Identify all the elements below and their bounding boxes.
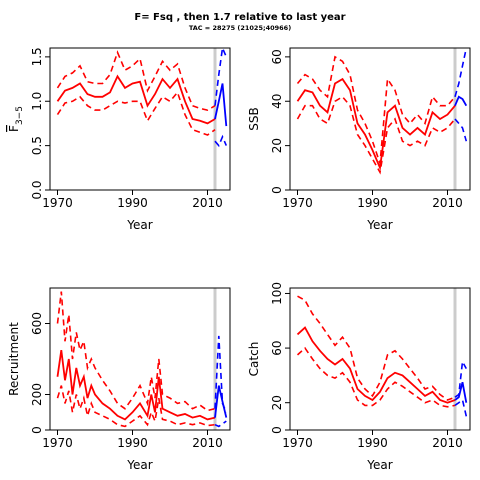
y-tick-label: 60	[270, 340, 284, 355]
y-tick-label: 600	[30, 312, 44, 335]
x-tick-label: 1970	[282, 196, 313, 210]
y-tick-label: 60	[270, 49, 284, 64]
y-axis-label: F3−5	[7, 106, 25, 132]
forecast-lower-line	[454, 118, 468, 142]
y-tick-label: 0	[30, 426, 44, 434]
forecast-lower-line	[454, 398, 468, 417]
x-tick-label: 1990	[357, 196, 388, 210]
x-tick-label: 1990	[117, 436, 148, 450]
y-tick-label: 0	[270, 186, 284, 194]
upper-line	[297, 295, 456, 401]
x-axis-label: Year	[126, 218, 152, 232]
y-tick-label: 0	[270, 426, 284, 434]
plot-frame	[289, 47, 471, 191]
forecast-upper-line	[454, 48, 468, 98]
series-group	[56, 291, 228, 428]
estimate-line	[56, 74, 216, 125]
y-axis-label: SSB	[247, 107, 261, 130]
x-tick-label: 1990	[357, 436, 388, 450]
y-axis-label: Catch	[247, 342, 261, 377]
x-tick-label: 1970	[282, 436, 313, 450]
forecast-lower-line	[214, 420, 227, 428]
lower-line	[296, 346, 456, 408]
upper-line	[56, 291, 216, 412]
plot-frame	[49, 287, 231, 431]
forecast-upper-line	[214, 335, 228, 413]
plot-frame	[289, 287, 471, 431]
forecast-line	[454, 95, 468, 107]
ssb-panel: 1970 1990 2010 Year 0 20 40 60 SSB	[247, 47, 471, 232]
y-tick-label: 0.0	[30, 180, 44, 199]
forecast-upper-line	[454, 359, 468, 398]
y-tick-label: 1.0	[30, 92, 44, 111]
estimate-line	[56, 349, 216, 421]
y-tick-label: 40	[270, 94, 284, 109]
x-tick-label: 2010	[192, 196, 223, 210]
forecast-line	[454, 381, 468, 403]
forecast-line	[214, 83, 228, 127]
estimate-line	[296, 77, 456, 172]
f-bar-panel: 1970 1990 2010 Year 0.0 0.5 1.0 1.5 F3−5	[7, 47, 231, 232]
lower-line	[56, 90, 216, 136]
upper-line	[56, 50, 216, 111]
x-tick-label: 2010	[192, 436, 223, 450]
figure-title: F= Fsq , then 1.7 relative to last year	[134, 12, 345, 23]
upper-line	[296, 55, 456, 164]
x-tick-label: 1970	[42, 436, 73, 450]
lower-line	[56, 385, 216, 428]
y-tick-label: 100	[270, 282, 284, 305]
series-group	[56, 48, 228, 148]
y-axis-label: Recruitment	[7, 322, 21, 396]
y-tick-label: 20	[270, 395, 284, 410]
x-tick-label: 1990	[117, 196, 148, 210]
chart-panels: 1970 1990 2010 Year 0.0 0.5 1.0 1.5 F3−5 1970 1990…	[7, 47, 471, 472]
estimate-line	[296, 326, 456, 404]
series-group	[296, 295, 468, 417]
figure-subtitle: TAC = 28275 (21025;40966)	[189, 24, 291, 32]
x-tick-label: 1970	[42, 196, 73, 210]
forecast-upper-line	[214, 48, 228, 106]
series-group	[296, 48, 468, 175]
y-tick-label: 200	[30, 383, 44, 406]
recruitment-panel: 1970 1990 2010 Year 0 200 600 Recruitment	[7, 287, 231, 472]
plot-frame	[49, 47, 231, 191]
x-axis-label: Year	[366, 458, 392, 472]
x-axis-label: Year	[366, 218, 392, 232]
y-tick-label: 1.5	[30, 47, 44, 66]
forecast-line	[214, 385, 228, 418]
y-tick-label: 0.5	[30, 136, 44, 155]
y-tick-label: 20	[270, 138, 284, 153]
x-tick-label: 2010	[432, 436, 463, 450]
x-tick-label: 2010	[432, 196, 463, 210]
catch-panel: 1970 1990 2010 Year 0 20 60 100 Catch	[247, 282, 471, 472]
forecast-lower-line	[214, 134, 228, 148]
x-axis-label: Year	[126, 458, 152, 472]
lower-line	[296, 95, 456, 175]
